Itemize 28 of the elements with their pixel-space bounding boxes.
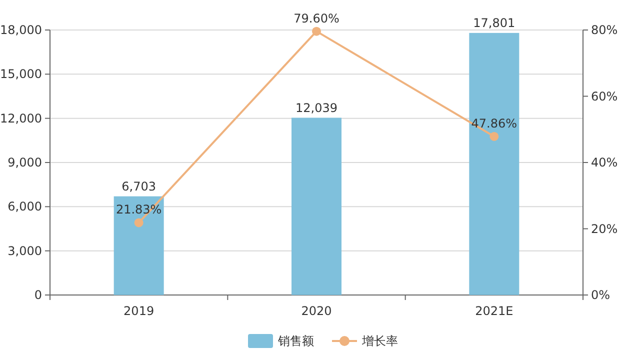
data-label: 79.60% xyxy=(294,11,340,26)
y-tick-label: 9,000 xyxy=(8,156,42,170)
bar xyxy=(292,118,342,295)
x-tick-label: 2020 xyxy=(301,304,332,318)
point xyxy=(490,132,499,141)
point xyxy=(134,218,144,228)
legend-label: 增长率 xyxy=(361,334,398,348)
data-label: 17,801 xyxy=(473,16,516,30)
y-tick-label: 12,000 xyxy=(0,111,42,126)
y2-tick-label: 80% xyxy=(591,23,618,37)
y-tick-label: 0 xyxy=(34,288,42,302)
point xyxy=(312,26,321,36)
bar xyxy=(469,32,520,295)
bar xyxy=(114,196,164,295)
y-tick-label: 15,000 xyxy=(0,67,42,82)
data-label: 6,703 xyxy=(122,179,156,194)
x-tick-label: 2021E xyxy=(475,304,514,318)
y2-tick-label: 40% xyxy=(591,156,618,170)
data-label: 12,039 xyxy=(296,100,338,115)
y2-tick-label: 60% xyxy=(591,89,618,104)
y2-tick-label: 20% xyxy=(591,222,618,236)
y-tick-label: 6,000 xyxy=(8,200,42,214)
y-tick-label: 3,000 xyxy=(8,244,42,258)
y-tick-label: 18,000 xyxy=(0,23,42,37)
data-label: 47.86% xyxy=(471,116,518,130)
legend-label: 销售额 xyxy=(277,334,314,348)
x-tick-label: 2019 xyxy=(124,304,154,318)
y2-tick-label: 0% xyxy=(591,288,610,302)
